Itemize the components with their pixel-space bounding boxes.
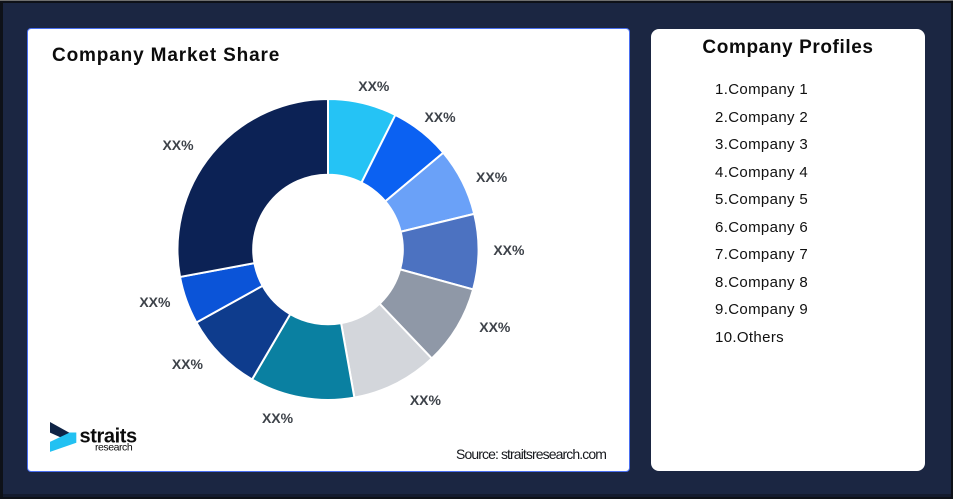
svg-text:straits: straits <box>80 425 138 447</box>
svg-text:research: research <box>95 441 133 453</box>
